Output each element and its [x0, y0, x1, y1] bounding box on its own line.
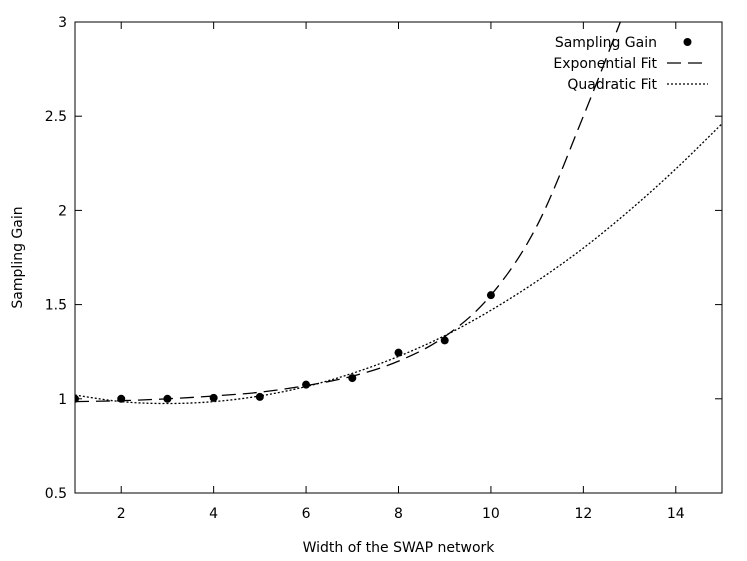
x-tick-label: 2: [117, 506, 126, 522]
legend-marker: [683, 38, 692, 46]
x-tick-label: 12: [574, 506, 592, 522]
series-exponential-fit: [75, 22, 621, 403]
y-tick-label: 3: [58, 15, 67, 31]
x-tick-label: 14: [667, 506, 685, 522]
data-point: [302, 380, 311, 389]
axis-tick-labels: 2 4 6 8 10 12 14 0.5 1 1.5 2 2.5 3: [45, 15, 685, 522]
data-point: [75, 394, 79, 403]
data-point: [394, 348, 403, 357]
data-point: [209, 393, 218, 402]
x-tick-label: 6: [302, 506, 311, 522]
x-tick-label: 10: [482, 506, 500, 522]
data-point: [440, 336, 449, 345]
legend-label: Quadratic Fit: [567, 77, 657, 93]
series-line: [75, 123, 722, 405]
x-tick-label: 8: [394, 506, 403, 522]
y-tick-label: 1.5: [45, 298, 67, 314]
x-tick-label: 4: [209, 506, 218, 522]
legend-label: Sampling Gain: [555, 35, 657, 51]
series-sampling-gain: [75, 291, 495, 403]
legend: Sampling Gain Exponential Fit Quadratic Fi…: [553, 35, 708, 93]
y-axis-title: Sampling Gain: [10, 206, 26, 308]
series-layer: [75, 22, 722, 405]
y-tick-label: 1: [58, 392, 67, 408]
series-quadratic-fit: [75, 123, 722, 405]
legend-label: Exponential Fit: [553, 56, 657, 72]
y-tick-label: 2.5: [45, 109, 67, 125]
x-axis-title: Width of the SWAP network: [303, 540, 496, 556]
series-line: [75, 22, 621, 403]
data-point: [255, 392, 264, 401]
y-tick-label: 0.5: [45, 486, 67, 502]
y-tick-label: 2: [58, 203, 67, 219]
